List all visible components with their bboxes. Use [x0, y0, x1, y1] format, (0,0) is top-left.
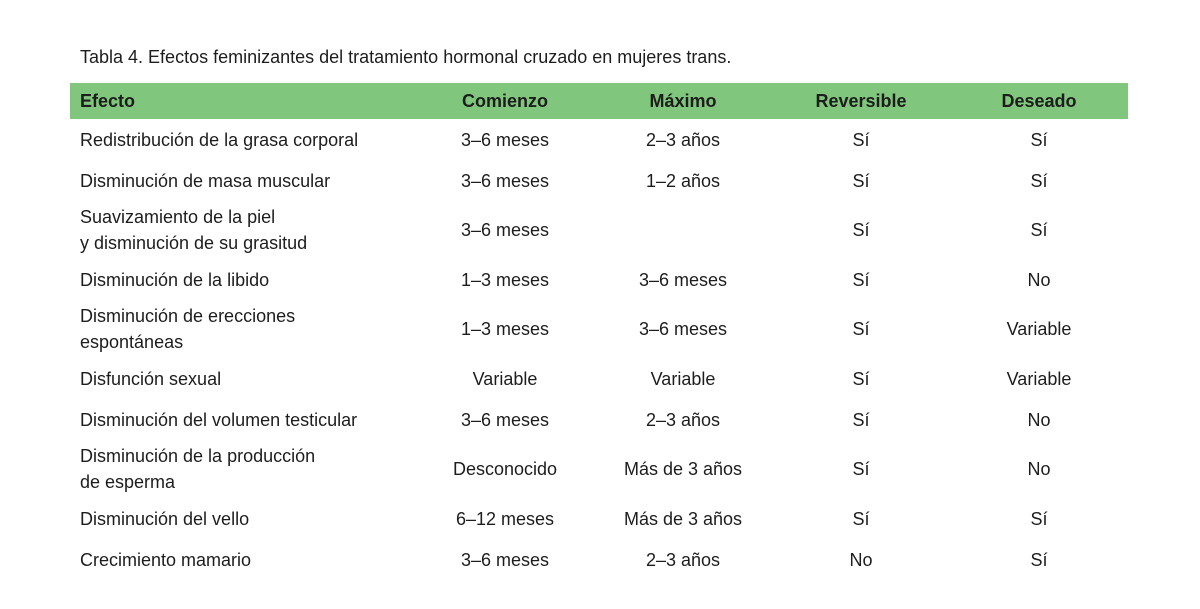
- cell-deseado: Variable: [1006, 319, 1072, 339]
- table-row: Redistribución de la grasa corporal 3–6 …: [70, 119, 1128, 160]
- cell-efecto: Disfunción sexual: [80, 368, 222, 389]
- cell-comienzo: 6–12 meses: [455, 508, 555, 529]
- header-row: Efecto Comienzo Máximo Reversible Desead…: [70, 83, 1128, 119]
- table-row: Disminución de masa muscular 3–6 meses 1…: [70, 160, 1128, 201]
- cell-efecto: Disminución de masa muscular: [80, 170, 331, 191]
- cell-efecto: Disminución del vello: [80, 508, 250, 529]
- cell-maximo: 3–6 meses: [638, 269, 728, 290]
- cell-deseado: Sí: [1030, 549, 1048, 570]
- cell-efecto: Disminución de la libido: [80, 269, 270, 290]
- table-title: Tabla 4. Efectos feminizantes del tratam…: [80, 47, 732, 67]
- cell-comienzo: 3–6 meses: [460, 549, 550, 570]
- cell-reversible: Sí: [852, 409, 870, 430]
- cell-reversible: Sí: [852, 319, 870, 339]
- cell-efecto: Redistribución de la grasa corporal: [80, 129, 359, 150]
- cell-maximo: 2–3 años: [645, 549, 721, 570]
- table-row: Suavizamiento de la piel y disminución d…: [70, 201, 1128, 259]
- cell-efecto: Disminución de la producción de esperma: [80, 446, 316, 492]
- cell-maximo: Más de 3 años: [623, 459, 743, 479]
- cell-reversible: No: [849, 549, 873, 570]
- cell-deseado: Sí: [1030, 129, 1048, 150]
- table-row: Disfunción sexual Variable Variable Sí V…: [70, 358, 1128, 399]
- cell-deseado: No: [1027, 459, 1051, 479]
- table-row: Disminución de la libido 1–3 meses 3–6 m…: [70, 259, 1128, 300]
- column-header-efecto: Efecto: [70, 83, 416, 119]
- cell-deseado: No: [1027, 409, 1051, 430]
- cell-maximo: 2–3 años: [645, 129, 721, 150]
- cell-comienzo: 3–6 meses: [460, 220, 550, 240]
- cell-reversible: Sí: [852, 220, 870, 240]
- cell-deseado: Sí: [1030, 170, 1048, 191]
- cell-comienzo: 3–6 meses: [460, 170, 550, 191]
- table-row: Disminución de la producción de esperma …: [70, 440, 1128, 498]
- column-header-maximo: Máximo: [594, 83, 772, 119]
- cell-deseado: Variable: [1006, 368, 1072, 389]
- cell-efecto: Suavizamiento de la piel y disminución d…: [80, 207, 308, 253]
- cell-reversible: Sí: [852, 269, 870, 290]
- cell-maximo: [594, 201, 772, 259]
- document-page: Tabla 4. Efectos feminizantes del tratam…: [70, 47, 1128, 580]
- cell-reversible: Sí: [852, 368, 870, 389]
- cell-comienzo: 3–6 meses: [460, 129, 550, 150]
- column-header-deseado: Deseado: [950, 83, 1128, 119]
- cell-comienzo: 3–6 meses: [460, 409, 550, 430]
- cell-reversible: Sí: [852, 508, 870, 529]
- cell-maximo: Variable: [650, 368, 716, 389]
- cell-efecto: Crecimiento mamario: [80, 549, 252, 570]
- cell-comienzo: 1–3 meses: [460, 269, 550, 290]
- cell-comienzo: 1–3 meses: [460, 319, 550, 339]
- cell-deseado: Sí: [1030, 508, 1048, 529]
- column-header-comienzo: Comienzo: [416, 83, 594, 119]
- table-row: Disminución del vello 6–12 meses Más de …: [70, 498, 1128, 539]
- table-header: Efecto Comienzo Máximo Reversible Desead…: [70, 83, 1128, 119]
- column-header-reversible: Reversible: [772, 83, 950, 119]
- cell-reversible: Sí: [852, 129, 870, 150]
- cell-deseado: No: [1027, 269, 1051, 290]
- table-row: Disminución de erecciones espontáneas 1–…: [70, 300, 1128, 358]
- cell-maximo: 3–6 meses: [638, 319, 728, 339]
- table-body: Redistribución de la grasa corporal 3–6 …: [70, 119, 1128, 580]
- cell-efecto: Disminución del volumen testicular: [80, 409, 358, 430]
- feminizing-effects-table: Efecto Comienzo Máximo Reversible Desead…: [70, 83, 1128, 580]
- table-row: Disminución del volumen testicular 3–6 m…: [70, 399, 1128, 440]
- cell-maximo: 2–3 años: [645, 409, 721, 430]
- cell-comienzo: Desconocido: [452, 459, 558, 479]
- cell-maximo: Más de 3 años: [623, 508, 743, 529]
- cell-reversible: Sí: [852, 459, 870, 479]
- table-row: Crecimiento mamario 3–6 meses 2–3 años N…: [70, 539, 1128, 580]
- cell-reversible: Sí: [852, 170, 870, 191]
- cell-comienzo: Variable: [472, 368, 538, 389]
- cell-efecto: Disminución de erecciones espontáneas: [80, 306, 296, 352]
- cell-maximo: 1–2 años: [645, 170, 721, 191]
- cell-deseado: Sí: [1030, 220, 1048, 240]
